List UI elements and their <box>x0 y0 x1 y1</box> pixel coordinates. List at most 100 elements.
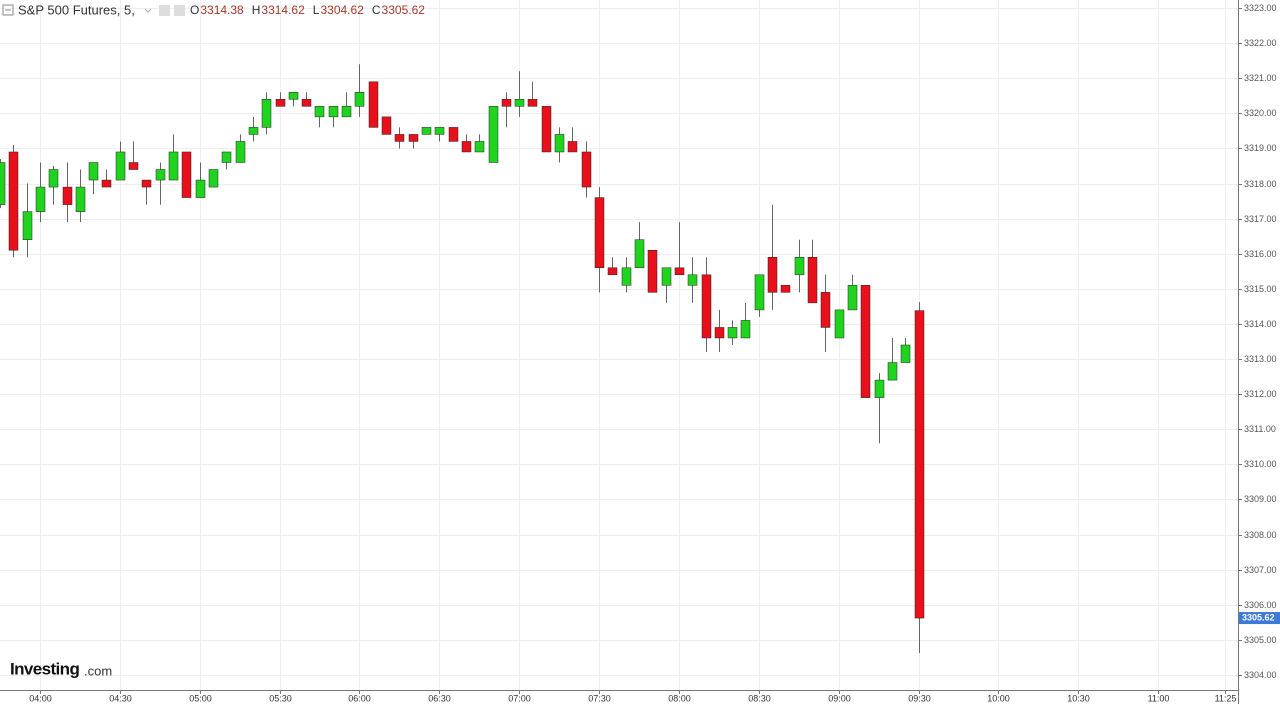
x-tick-label: 04:00 <box>29 693 52 703</box>
candle-body <box>394 134 405 142</box>
candle-body <box>621 267 632 286</box>
candle-body <box>408 134 419 142</box>
candle-body <box>235 141 246 163</box>
candle-body <box>421 127 432 135</box>
x-tick-label: 11:25 <box>1215 693 1237 703</box>
candle-body <box>22 211 33 240</box>
candle-body <box>328 106 339 118</box>
candle-body <box>541 106 552 153</box>
candle-body <box>514 99 525 107</box>
candle-body <box>221 151 232 163</box>
y-tick-label: 3308.00 <box>1244 530 1277 540</box>
y-tick-label: 3310.00 <box>1244 459 1277 469</box>
candle-body <box>62 186 73 205</box>
ohlc-label: H <box>252 3 261 17</box>
candle-body <box>701 274 712 339</box>
candle-body <box>128 162 139 170</box>
candle-body <box>860 285 871 398</box>
y-tick-label: 3315.00 <box>1244 284 1277 294</box>
x-tick-label: 06:00 <box>348 693 371 703</box>
candle-body <box>567 141 578 153</box>
candle-body <box>914 310 925 619</box>
watermark-brand: Investing <box>10 659 79 678</box>
ohlc-value: 3314.38 <box>200 3 244 17</box>
grid <box>0 0 1242 694</box>
candle-body <box>354 92 365 107</box>
watermark-domain: .com <box>84 663 112 678</box>
candle-body <box>248 127 259 135</box>
collapse-icon[interactable] <box>2 4 14 16</box>
candle-body <box>674 267 685 276</box>
candle-body <box>155 169 166 181</box>
x-tick-label: 06:30 <box>428 693 451 703</box>
x-tick-label: 10:00 <box>987 693 1010 703</box>
x-tick-label: 08:00 <box>668 693 691 703</box>
x-tick-label: 04:30 <box>109 693 132 703</box>
y-tick-label: 3318.00 <box>1244 179 1277 189</box>
candle-body <box>181 151 192 198</box>
candle-body <box>874 379 885 398</box>
ohlc-label: L <box>313 3 320 17</box>
candle-body <box>448 127 459 142</box>
y-tick-label: 3305.00 <box>1244 635 1277 645</box>
candle-body <box>687 274 698 286</box>
ohlc-value: 3305.62 <box>382 3 426 17</box>
y-tick-label: 3317.00 <box>1244 214 1277 224</box>
candle-body <box>607 267 618 276</box>
candle-body <box>368 81 379 128</box>
candle-body <box>141 179 152 188</box>
candle-body <box>168 151 179 181</box>
y-tick-label: 3322.00 <box>1244 38 1277 48</box>
candle-body <box>8 151 19 251</box>
candle-body <box>474 141 485 153</box>
x-tick-label: 10:30 <box>1067 693 1090 703</box>
candle-body <box>261 99 272 128</box>
candle-body <box>101 179 112 188</box>
x-tick-label: 09:30 <box>908 693 931 703</box>
ohlc-label: O <box>190 3 199 17</box>
y-tick-label: 3319.00 <box>1244 143 1277 153</box>
candle-body <box>820 292 831 328</box>
y-tick-label: 3323.00 <box>1244 3 1277 13</box>
y-tick-label: 3311.00 <box>1244 424 1276 434</box>
candle-body <box>767 257 778 293</box>
candle-body <box>0 162 6 205</box>
candle-body <box>900 344 911 363</box>
candle-body <box>807 257 818 304</box>
candle-body <box>195 179 206 198</box>
candles <box>0 64 925 654</box>
y-tick-label: 3314.00 <box>1244 319 1277 329</box>
candle-body <box>381 116 392 135</box>
settings-icon[interactable] <box>174 5 185 16</box>
candle-body <box>88 162 99 181</box>
candle-body <box>341 106 352 118</box>
candle-body <box>754 274 765 311</box>
candle-body <box>794 257 805 276</box>
ohlc-label: C <box>372 3 381 17</box>
chart-title: S&P 500 Futures, 5, <box>18 2 135 17</box>
candle-body <box>554 134 565 153</box>
candle-body <box>727 327 738 339</box>
ohlc-value: 3304.62 <box>320 3 364 17</box>
candle-body <box>48 169 59 188</box>
y-tick-label: 3320.00 <box>1244 108 1277 118</box>
y-tick-label: 3309.00 <box>1244 494 1277 504</box>
y-tick-label: 3321.00 <box>1244 73 1277 83</box>
candle-body <box>527 99 538 107</box>
candle-body <box>834 309 845 339</box>
candle-body <box>581 151 592 188</box>
price-tag <box>1239 612 1280 625</box>
eye-icon[interactable] <box>159 5 170 16</box>
candle-body <box>887 362 898 381</box>
y-tick-label: 3304.00 <box>1244 670 1277 680</box>
candle-body <box>301 99 312 107</box>
candle-body <box>275 99 286 107</box>
dropdown-icon[interactable] <box>144 8 152 13</box>
candle-body <box>847 285 858 311</box>
x-tick-label: 11:00 <box>1148 693 1170 703</box>
candle-body <box>461 141 472 153</box>
candle-body <box>634 239 645 269</box>
candle-body <box>35 186 46 212</box>
